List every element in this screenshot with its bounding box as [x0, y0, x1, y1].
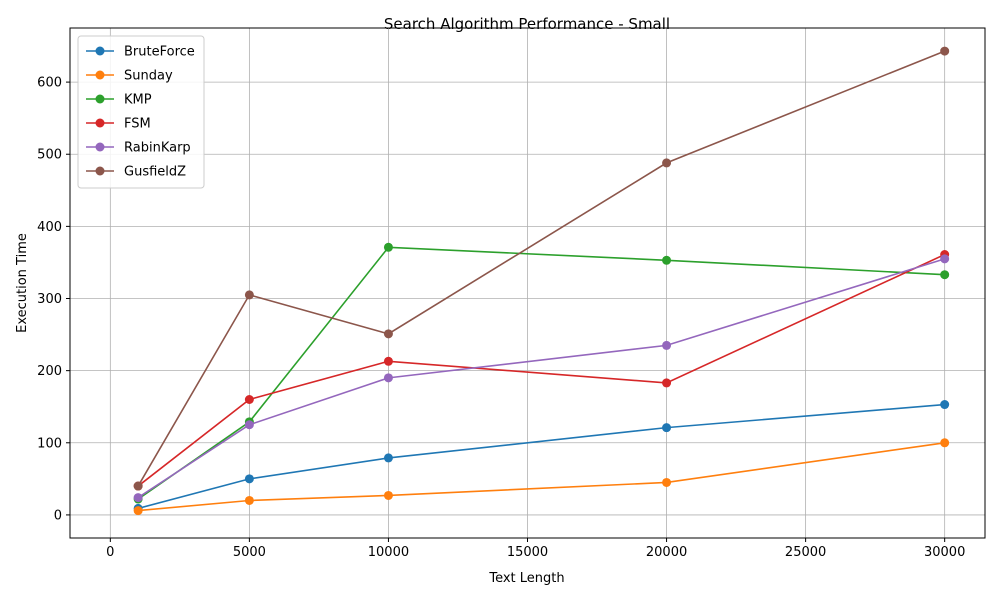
- x-tick-label: 20000: [646, 545, 687, 560]
- data-point: [383, 453, 393, 463]
- data-point: [662, 340, 672, 350]
- data-point: [133, 481, 143, 491]
- x-tick-label: 30000: [924, 545, 965, 560]
- legend-item: RabinKarp: [86, 141, 191, 156]
- axes: 0 5000 10000 15000 20000 25000 30000 0 100 200 300…: [37, 76, 965, 560]
- data-point: [244, 474, 254, 484]
- y-tick-label: 400: [37, 220, 62, 235]
- data-point: [662, 477, 672, 487]
- legend-label: KMP: [124, 93, 152, 108]
- legend-label: RabinKarp: [124, 141, 191, 156]
- data-point: [940, 270, 950, 280]
- legend-swatch-marker: [95, 142, 105, 152]
- legend-swatch-marker: [95, 118, 105, 128]
- y-tick-label: 0: [54, 508, 62, 523]
- legend-item: KMP: [86, 93, 152, 108]
- legend-label: FSM: [124, 117, 151, 132]
- legend-label: BruteForce: [124, 45, 195, 60]
- legend-item: Sunday: [86, 69, 173, 84]
- data-point: [383, 490, 393, 500]
- y-tick-label: 600: [37, 76, 62, 91]
- data-point: [244, 420, 254, 430]
- legend-swatch-marker: [95, 70, 105, 80]
- data-point: [940, 254, 950, 264]
- x-tick-label: 0: [106, 545, 114, 560]
- series-rabinkarp: [133, 254, 950, 503]
- x-tick-label: 15000: [507, 545, 548, 560]
- legend-swatch-marker: [95, 166, 105, 176]
- data-point: [133, 493, 143, 503]
- y-axis-label: Execution Time: [15, 233, 30, 333]
- data-point: [383, 242, 393, 252]
- legend-label: GusfieldZ: [124, 165, 186, 180]
- legend-item: FSM: [86, 117, 151, 132]
- data-point: [940, 400, 950, 410]
- data-point: [662, 423, 672, 433]
- data-point: [244, 495, 254, 505]
- data-point: [244, 290, 254, 300]
- legend-box: [77, 35, 205, 189]
- series-sunday: [133, 438, 950, 516]
- data-point: [662, 158, 672, 168]
- data-point: [940, 438, 950, 448]
- data-point: [662, 255, 672, 265]
- legend-item: BruteForce: [86, 45, 195, 60]
- x-tick-label: 10000: [368, 545, 409, 560]
- y-tick-label: 200: [37, 364, 62, 379]
- series-bruteforce: [133, 400, 950, 513]
- y-tick-label: 100: [37, 436, 62, 451]
- data-point: [383, 329, 393, 339]
- x-tick-label: 25000: [785, 545, 826, 560]
- x-tick-label: 5000: [233, 545, 266, 560]
- chart-title: Search Algorithm Performance - Small: [384, 15, 670, 33]
- data-point: [244, 394, 254, 404]
- data-point: [383, 356, 393, 366]
- y-tick-label: 500: [37, 148, 62, 163]
- plot-frame: [69, 27, 986, 539]
- legend-item: GusfieldZ: [86, 165, 186, 180]
- data-point: [940, 46, 950, 56]
- legend-swatch-marker: [95, 46, 105, 56]
- legend-label: Sunday: [124, 69, 173, 84]
- data-point: [383, 373, 393, 383]
- y-tick-label: 300: [37, 292, 62, 307]
- legend: BruteForce Sunday KMP FSM RabinKarp GusfieldZ: [77, 35, 205, 189]
- data-point: [662, 378, 672, 388]
- legend-swatch-marker: [95, 94, 105, 104]
- series-gusfieldz: [133, 46, 950, 491]
- x-axis-label: Text Length: [488, 571, 564, 586]
- series-group: [133, 46, 950, 516]
- data-point: [133, 506, 143, 516]
